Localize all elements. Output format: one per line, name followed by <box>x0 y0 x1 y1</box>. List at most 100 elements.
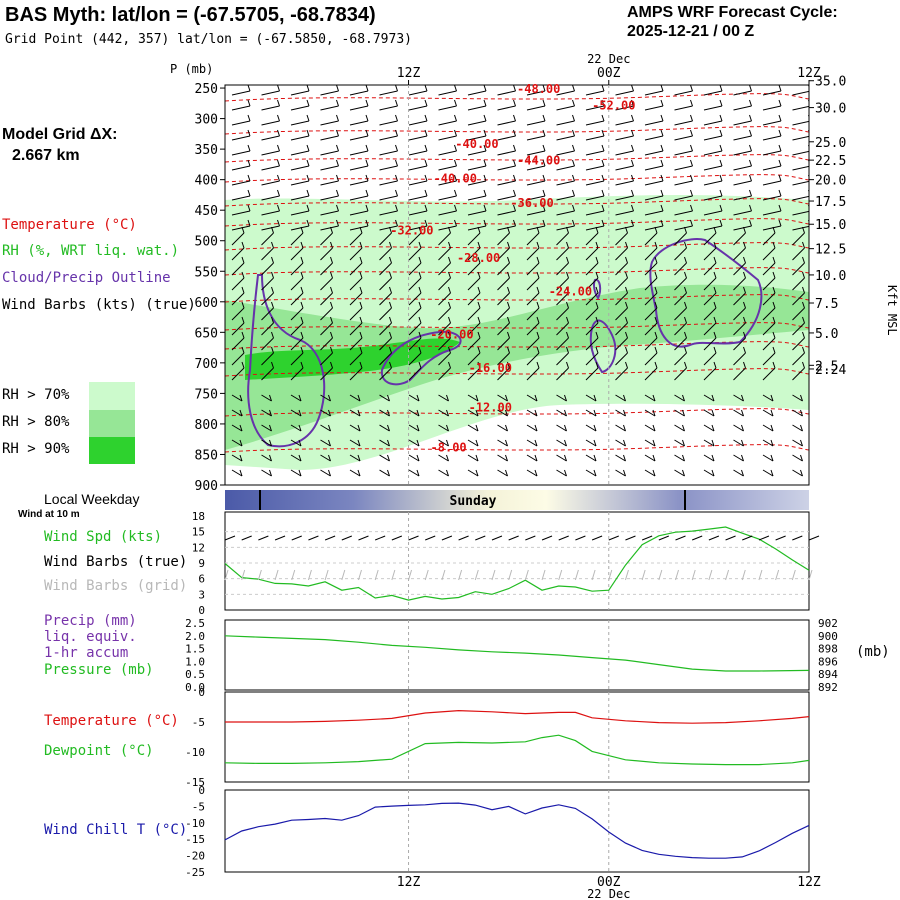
wind-barb-flag <box>743 361 746 369</box>
wind-barb-flag <box>330 316 333 324</box>
wind-barb-grid <box>458 569 463 581</box>
wind-barb <box>792 292 805 306</box>
wind-barb <box>674 90 693 96</box>
wind-barb-flag <box>623 409 626 417</box>
wind-barb-flag <box>741 439 744 447</box>
wind-barb <box>556 292 569 306</box>
wind-barb <box>674 469 685 477</box>
isotherm-label: -48.00 <box>517 82 560 96</box>
wind-barb <box>379 409 390 417</box>
wind-barb <box>438 367 451 381</box>
wind-barb-flag <box>357 439 361 447</box>
wind-barb <box>615 367 628 381</box>
wind-barb-flag <box>507 331 510 339</box>
wind-barb-flag <box>475 394 479 402</box>
wind-barb <box>526 424 538 432</box>
wind-barb-flag <box>507 301 510 309</box>
wind-barb <box>615 409 626 417</box>
wind-barb-flag <box>711 394 715 402</box>
wind-barb <box>349 247 363 261</box>
wind-barb <box>320 195 339 201</box>
wind-barb <box>497 277 510 291</box>
wind-barb <box>408 225 428 231</box>
wind-barb-flag <box>625 271 628 279</box>
wind-barb-grid <box>358 569 362 581</box>
wind-barb-flag <box>542 189 546 197</box>
wind-barb <box>733 120 752 126</box>
wind-barb-grid <box>324 569 329 581</box>
wind-barb-flag <box>690 99 693 107</box>
wind-barb <box>703 469 715 477</box>
wind-barb-flag <box>239 454 243 462</box>
wind-barb <box>556 135 575 141</box>
wind-barb-flag <box>336 114 339 122</box>
isotherm-label: -24.00 <box>549 285 592 299</box>
wind-barb-flag <box>770 394 774 402</box>
wind-barb-flag <box>277 99 280 107</box>
wind-barb <box>497 105 516 111</box>
wind-barb <box>379 337 392 351</box>
wind-barb <box>585 454 597 462</box>
wind-barb <box>290 337 304 351</box>
wind-barb <box>290 90 310 96</box>
wind-barb <box>526 322 540 336</box>
wind-barb <box>408 424 420 432</box>
wind-barb <box>733 424 744 432</box>
isotherm-line <box>225 267 809 276</box>
wind-barb <box>320 454 331 462</box>
wind-barb-flag <box>623 469 626 477</box>
wind-barb <box>231 180 251 186</box>
wind-barb <box>497 180 516 186</box>
wind-barb <box>349 469 361 477</box>
wind-barb <box>349 180 369 186</box>
wind-barb <box>438 394 449 402</box>
wind-barb-flag <box>536 316 540 324</box>
wind-barb <box>290 165 310 171</box>
wind-barb <box>556 352 569 366</box>
wind-barb <box>438 180 457 186</box>
y2-tick-label: 902 <box>818 617 838 630</box>
wind-barb-flag <box>625 316 628 324</box>
wind-barb <box>261 262 274 276</box>
wind-barb-flag <box>505 454 508 462</box>
isotherm-label: -40.00 <box>434 172 477 186</box>
wind-barb <box>261 90 280 96</box>
wind-barb <box>556 150 575 156</box>
wind-barb-flag <box>418 361 422 369</box>
wind-barb-flag <box>395 189 398 197</box>
wind-barb <box>231 195 251 201</box>
wind-barb-flag <box>566 286 569 294</box>
wind-barb-flag <box>778 85 782 92</box>
wind-barb-flag <box>652 409 656 417</box>
wind-barb-flag <box>395 144 398 152</box>
wind-barb-flag <box>277 189 280 197</box>
wind-barb <box>762 277 776 291</box>
wind-barb <box>733 367 746 381</box>
wind-barb-flag <box>330 346 333 354</box>
wind-barb-flag <box>365 99 369 107</box>
wind-barb-flag <box>595 346 599 354</box>
wind-barb <box>703 409 715 417</box>
wind-barb <box>379 292 392 306</box>
wind-barb <box>231 277 245 291</box>
wind-barb <box>349 454 361 462</box>
wind-barb <box>320 322 333 336</box>
wind-barb <box>644 367 658 381</box>
windchill-panel-frame <box>224 789 810 873</box>
isotherm-line <box>225 444 809 453</box>
pressure-line <box>224 635 810 672</box>
wind-barb <box>644 90 664 96</box>
wind-barb <box>792 262 805 276</box>
wind-barb-flag <box>654 361 658 369</box>
y-tick-label: -5 <box>192 800 205 813</box>
wind-barb <box>349 210 369 216</box>
wind-barb <box>408 292 422 306</box>
wind-barb <box>320 337 333 351</box>
wind-barb <box>703 90 723 96</box>
y-tick-label: 15 <box>192 526 205 539</box>
wind-barb-flag <box>271 226 274 234</box>
wind-barb-flag <box>713 271 717 279</box>
pressure-unit-label: (mb) <box>856 644 890 660</box>
wind-barb-flag <box>277 204 280 212</box>
wind-barb <box>231 120 251 126</box>
